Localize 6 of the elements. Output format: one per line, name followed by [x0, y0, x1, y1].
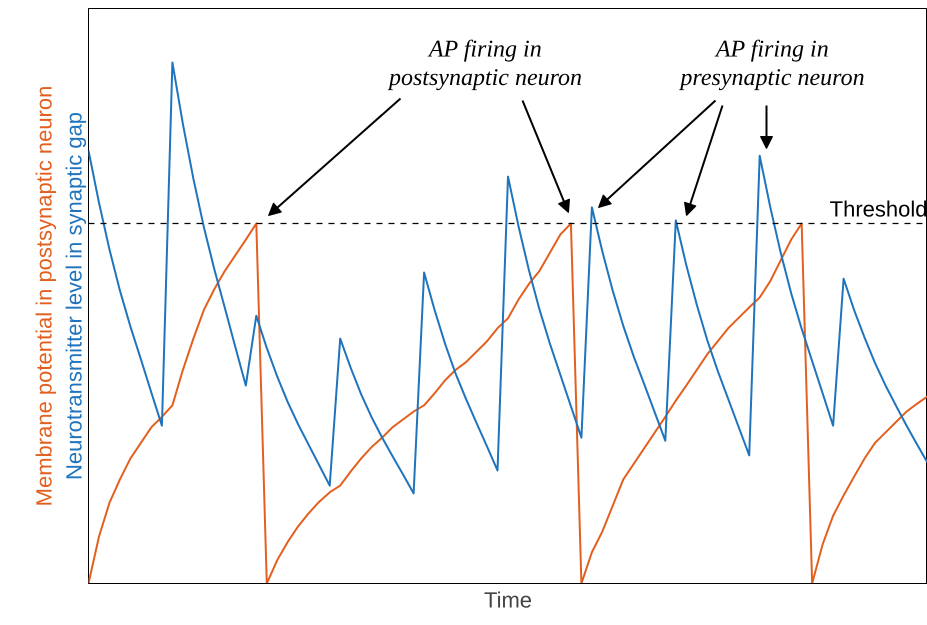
text: Neurotransmitter level in synaptic gap [62, 112, 86, 480]
annotation: AP firing in presynaptic neuron [678, 36, 865, 92]
text: Membrane potential in postsynaptic neuron [32, 86, 56, 506]
ref-line-label: Threshold [830, 196, 927, 222]
annotation: AP firing in postsynaptic neuron [386, 36, 582, 92]
x-axis-title: Time [484, 588, 532, 612]
